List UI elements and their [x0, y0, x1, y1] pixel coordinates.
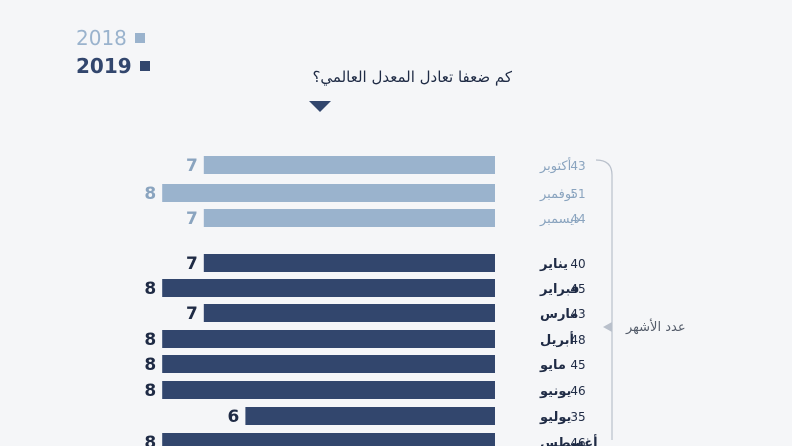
- month-count-label: 45: [570, 358, 585, 372]
- legend-2019-label: 2019: [76, 54, 132, 78]
- month-count-label: 45: [570, 282, 585, 296]
- bar: [245, 407, 495, 425]
- legend-2018-swatch: [134, 33, 145, 43]
- bar: [162, 381, 495, 399]
- legend-2018: 2018: [76, 26, 145, 50]
- bar: [162, 279, 495, 297]
- chart-question: كم ضعفا تعادل المعدل العالمي؟: [312, 68, 512, 86]
- category-label: مارس: [540, 307, 578, 322]
- legend-2018-label: 2018: [76, 26, 127, 50]
- bar-value-label: 7: [186, 254, 198, 274]
- category-label: فبراير: [539, 282, 579, 297]
- category-label: يوليو: [539, 410, 571, 425]
- category-label: ديسمبر: [539, 212, 580, 227]
- bar: [162, 184, 495, 202]
- month-count-label: 43: [570, 159, 585, 173]
- category-label: أبريل: [540, 331, 574, 348]
- legend-2019: 2019: [76, 54, 150, 78]
- bar: [162, 355, 495, 373]
- bar-value-label: 8: [144, 184, 156, 204]
- category-label: مايو: [539, 358, 566, 373]
- month-count-label: 51: [570, 187, 585, 201]
- month-count-label: 43: [570, 307, 585, 321]
- category-label: يناير: [539, 257, 568, 272]
- bar-value-label: 7: [186, 304, 198, 324]
- bar-value-label: 8: [144, 381, 156, 401]
- bar: [203, 304, 496, 322]
- bar: [203, 156, 496, 174]
- bar: [162, 330, 495, 348]
- category-label: نوفمبر: [539, 187, 575, 202]
- bar: [203, 254, 496, 272]
- bar: [162, 433, 495, 446]
- month-count-label: 40: [570, 257, 585, 271]
- bar-value-label: 8: [144, 355, 156, 375]
- bracket-pointer: [603, 322, 612, 332]
- bar-value-label: 7: [186, 156, 198, 176]
- question-pointer: [309, 101, 331, 112]
- bar-value-label: 8: [144, 433, 156, 446]
- bar-value-label: 6: [228, 407, 240, 427]
- bar-value-label: 8: [144, 279, 156, 299]
- legend-2019-swatch: [139, 61, 150, 71]
- month-count-label: 46: [570, 384, 585, 398]
- bar: [203, 209, 496, 227]
- axis-label: عدد الأشهر: [626, 320, 686, 335]
- counts-bracket: [595, 159, 613, 440]
- bar-value-label: 8: [144, 330, 156, 350]
- category-label: أكتوبر: [539, 157, 571, 174]
- bar-value-label: 7: [186, 209, 198, 229]
- month-count-label: 44: [570, 212, 585, 226]
- category-label: يونيو: [539, 384, 571, 399]
- month-count-label: 35: [570, 410, 585, 424]
- month-count-label: 46: [570, 436, 585, 446]
- month-count-label: 48: [570, 333, 585, 347]
- category-label: أغسطس: [540, 434, 598, 446]
